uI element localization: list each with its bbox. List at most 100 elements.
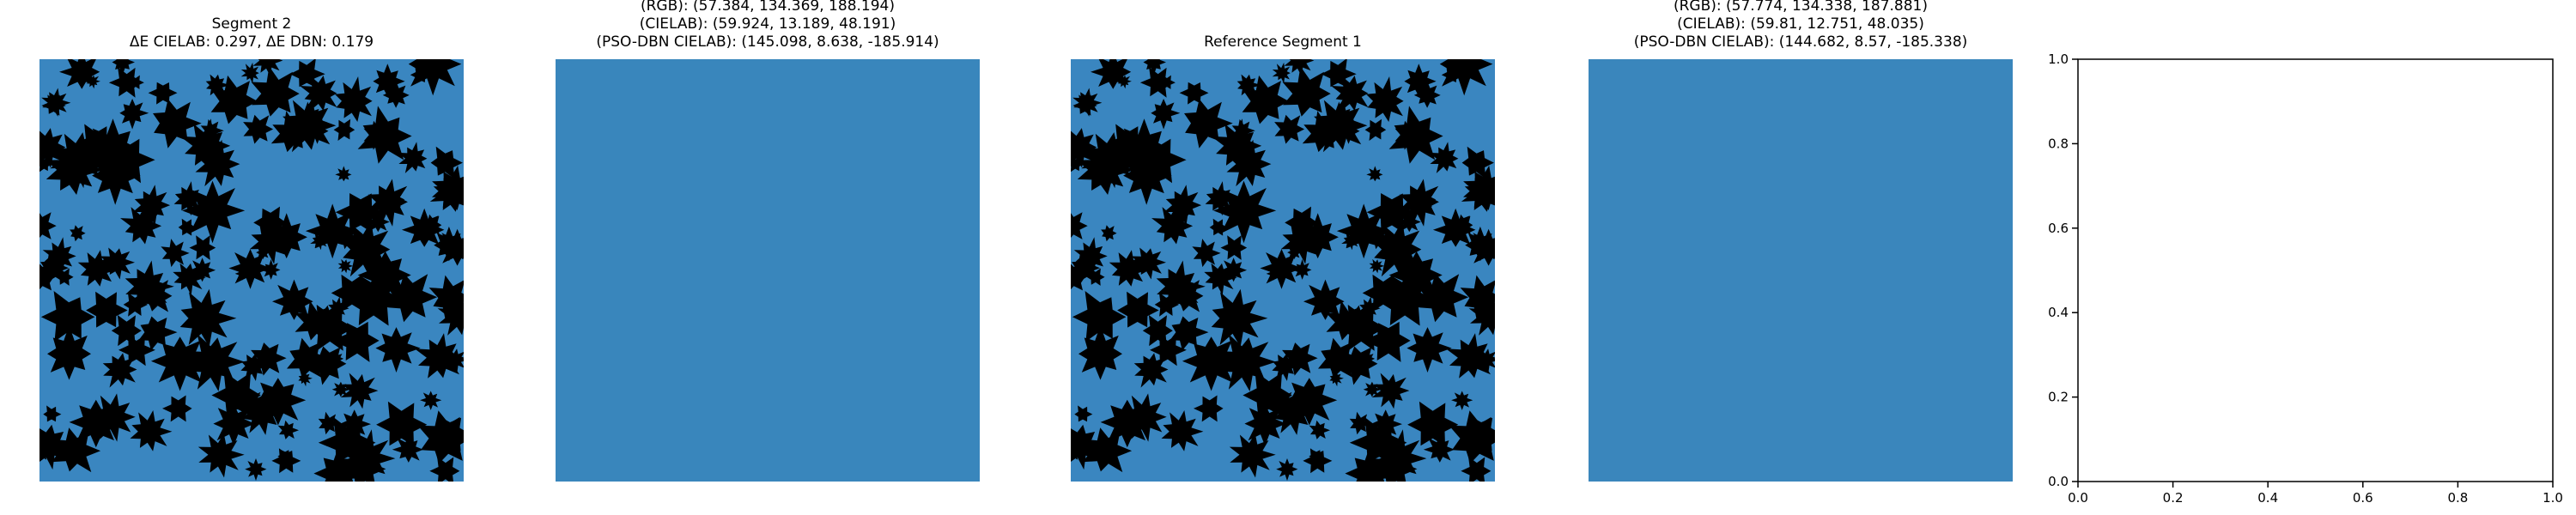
blob xyxy=(182,180,246,244)
blob xyxy=(1220,235,1248,260)
blob xyxy=(1213,180,1277,244)
blob xyxy=(300,76,337,112)
blob xyxy=(200,118,224,141)
y-tick-label: 0.4 xyxy=(2048,305,2069,320)
blob xyxy=(1449,410,1495,464)
blob xyxy=(100,247,135,280)
blob xyxy=(1142,315,1173,347)
blob xyxy=(294,300,337,341)
blob xyxy=(339,409,371,442)
blob xyxy=(1399,179,1439,227)
blob xyxy=(251,66,300,117)
blob xyxy=(189,235,216,260)
blob xyxy=(1151,99,1181,130)
blob xyxy=(1362,321,1411,362)
blob xyxy=(287,337,331,378)
blob xyxy=(346,272,405,326)
blob xyxy=(420,214,442,239)
blob xyxy=(252,378,307,426)
blob xyxy=(243,114,274,144)
blob xyxy=(1071,128,1097,168)
blob xyxy=(112,59,135,76)
blob xyxy=(1143,59,1166,76)
blob xyxy=(326,296,349,319)
blob xyxy=(1071,212,1088,239)
panel-title: (PSO-DBN CIELAB): (145.098, 8.638, -185.… xyxy=(596,33,939,51)
blob xyxy=(318,416,376,464)
blob xyxy=(340,373,379,409)
blob xyxy=(125,260,174,308)
panel-title: ΔE CIELAB: 0.297, ΔE DBN: 0.179 xyxy=(130,33,374,51)
blob xyxy=(1398,209,1421,233)
blob xyxy=(1276,458,1298,482)
blob xyxy=(245,458,267,482)
blob xyxy=(1461,146,1494,179)
blob xyxy=(1131,247,1166,280)
blob xyxy=(1474,348,1495,373)
blob xyxy=(111,315,142,347)
blob xyxy=(1156,260,1206,308)
blob xyxy=(1303,279,1345,320)
blob xyxy=(1133,353,1169,388)
blob xyxy=(434,226,464,262)
blob xyxy=(108,67,144,98)
blob xyxy=(1282,66,1331,117)
blob xyxy=(1370,409,1402,442)
blob xyxy=(120,204,162,245)
texture xyxy=(39,59,464,482)
blob xyxy=(1072,251,1101,284)
blob xyxy=(1341,346,1378,385)
blob xyxy=(272,279,313,320)
panel-title: (RGB): (57.384, 134.369, 188.194) xyxy=(641,0,895,15)
blob xyxy=(1284,378,1338,426)
blob xyxy=(42,237,76,271)
blob xyxy=(40,291,95,342)
blob xyxy=(1242,75,1290,124)
blob xyxy=(153,99,202,148)
blob xyxy=(263,213,307,259)
y-tick-label: 1.0 xyxy=(2048,52,2069,67)
blob xyxy=(429,173,464,212)
blob xyxy=(1204,263,1237,295)
blob xyxy=(1101,225,1117,242)
panel-title: (CIELAB): (59.81, 12.751, 48.035) xyxy=(1677,15,1924,33)
blob xyxy=(40,251,70,284)
x-tick-label: 0.4 xyxy=(2257,490,2278,506)
blob xyxy=(1377,272,1437,326)
blob xyxy=(46,143,104,195)
blob xyxy=(408,59,462,96)
blob xyxy=(256,244,270,259)
blob xyxy=(1465,226,1495,262)
blob xyxy=(195,139,240,187)
blob xyxy=(118,335,155,367)
blob xyxy=(1113,132,1168,179)
blob xyxy=(92,146,141,205)
blob xyxy=(368,179,408,227)
blob xyxy=(179,288,237,348)
blob xyxy=(1179,82,1209,105)
blob xyxy=(41,94,66,116)
blob xyxy=(82,132,137,179)
blob xyxy=(1461,456,1492,482)
blob xyxy=(289,59,325,88)
blob xyxy=(1078,325,1122,380)
blob xyxy=(1215,334,1276,391)
blob xyxy=(50,427,101,473)
blob xyxy=(248,342,287,376)
blob xyxy=(1407,401,1459,446)
blob xyxy=(1279,342,1318,376)
blob xyxy=(1163,185,1202,226)
blob xyxy=(205,74,230,99)
blob xyxy=(1416,273,1469,323)
blob xyxy=(1302,111,1342,153)
panel-title: (RGB): (57.774, 134.338, 187.881) xyxy=(1674,0,1928,15)
y-tick-label: 0.2 xyxy=(2048,390,2069,405)
blob xyxy=(162,395,192,422)
texture xyxy=(1071,59,1495,482)
x-tick-label: 0.8 xyxy=(2447,490,2468,506)
blob xyxy=(1268,390,1296,414)
blob xyxy=(337,258,354,274)
blob xyxy=(385,273,438,323)
x-tick-label: 1.0 xyxy=(2543,490,2563,506)
